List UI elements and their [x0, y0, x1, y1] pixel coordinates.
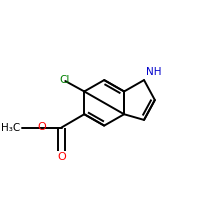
Text: O: O: [57, 152, 66, 162]
Text: NH: NH: [146, 67, 161, 77]
Text: H₃C: H₃C: [1, 123, 21, 133]
Text: Cl: Cl: [59, 75, 70, 85]
Text: O: O: [37, 122, 46, 132]
